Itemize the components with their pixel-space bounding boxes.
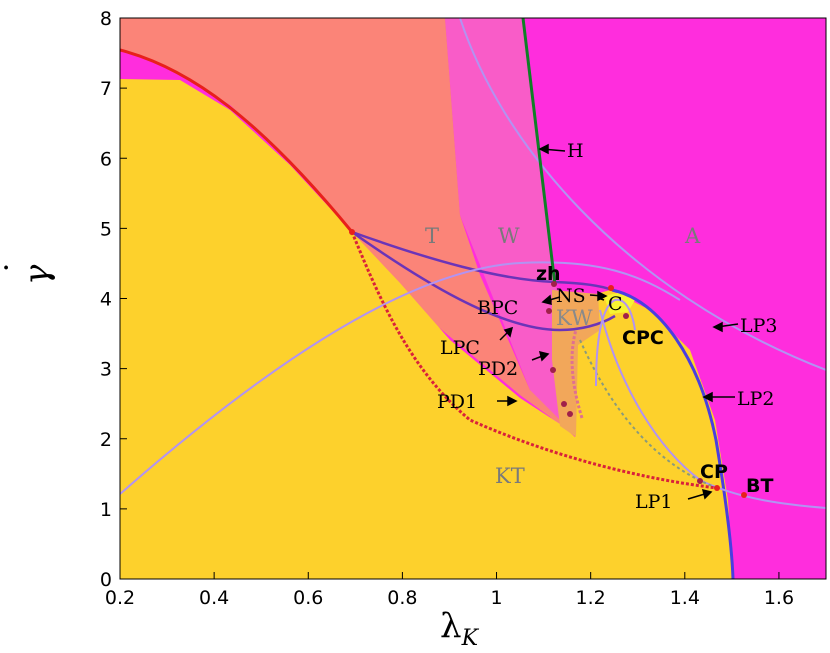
region-label-t: T — [425, 224, 439, 248]
point-label-cpc: CPC — [622, 327, 664, 349]
lp-rising-curve — [120, 261, 681, 495]
point-label-cp: CP — [700, 461, 728, 483]
marker-pd2c — [567, 411, 573, 417]
region-label-w: W — [498, 224, 520, 248]
y-axis-label-dot: ˙ — [0, 259, 39, 276]
h-curve — [521, 18, 557, 286]
y-axis: 0 1 2 3 4 5 6 7 8 — [100, 8, 127, 591]
upper-boundary-curve — [120, 48, 354, 233]
x-tick-label-7: 1.6 — [764, 587, 794, 609]
marker-cpc — [623, 313, 629, 319]
region-label-a: A — [684, 224, 701, 248]
curve-label-lp1: LP1 — [635, 491, 673, 513]
y-tick-label-7: 7 — [100, 78, 112, 100]
marker-ns — [608, 285, 614, 291]
point-label-zh: zh — [536, 263, 561, 285]
lp1-curve — [599, 309, 826, 509]
y-tick-label-4: 4 — [100, 289, 112, 311]
curve-label-ns: NS — [556, 285, 586, 307]
y-tick-label-3: 3 — [100, 359, 112, 381]
region-label-kt: KT — [495, 464, 525, 488]
curve-label-lp3: LP3 — [740, 315, 778, 337]
marker-zh — [551, 281, 557, 287]
region-label-kw: KW — [556, 306, 593, 330]
pd2-curve — [570, 329, 584, 419]
curve-label-c: C — [608, 293, 623, 315]
pd1-curve — [350, 231, 718, 490]
marker-pd2b — [561, 401, 567, 407]
lp3-curve — [459, 18, 826, 371]
marker-upper — [349, 229, 355, 235]
curve-label-h: H — [567, 140, 584, 162]
marker-cp — [697, 478, 703, 484]
region-w — [445, 18, 580, 430]
curve-label-lpc: LPC — [440, 337, 480, 359]
x-axis-label-sub: K — [461, 626, 480, 651]
y-tick-label-8: 8 — [100, 8, 112, 30]
marker-pd2a — [550, 367, 556, 373]
arrows — [497, 143, 739, 500]
marker-lp1 — [714, 485, 720, 491]
x-tick-label-3: 0.8 — [387, 587, 417, 609]
x-tick-label-4: 1 — [490, 587, 502, 609]
curve-label-lp2: LP2 — [737, 388, 775, 410]
lp2-curve — [611, 288, 735, 579]
y-tick-label-0: 0 — [100, 569, 112, 591]
y-tick-label-6: 6 — [100, 148, 112, 170]
x-tick-label-0: 0.2 — [105, 587, 135, 609]
x-tick-label-2: 0.6 — [293, 587, 323, 609]
x-tick-label-5: 1.2 — [576, 587, 606, 609]
lpc-curve — [351, 230, 616, 332]
y-tick-label-2: 2 — [100, 429, 112, 451]
x-tick-label-1: 0.4 — [199, 587, 229, 609]
x-axis: 0.2 0.4 0.6 0.8 1 1.2 1.4 1.6 — [105, 572, 794, 609]
x-axis-label-main: λ — [440, 606, 462, 646]
x-axis-label: λK — [440, 606, 480, 651]
cusp-curve — [595, 298, 636, 387]
curve-label-pd2: PD2 — [478, 358, 518, 380]
y-tick-label-5: 5 — [100, 218, 112, 240]
region-c — [604, 292, 635, 314]
x-tick-label-6: 1.4 — [670, 587, 700, 609]
plot-area: T W A KW KT H NS C BPC LPC PD2 PD1 LP3 L… — [120, 18, 826, 579]
marker-bpc2 — [546, 308, 552, 314]
y-tick-label-1: 1 — [100, 499, 112, 521]
lpc-upper-curve — [351, 230, 613, 292]
curve-label-pd1: PD1 — [437, 391, 477, 413]
region-kt — [120, 79, 733, 579]
marker-bt — [741, 492, 747, 498]
curve-label-bpc: BPC — [477, 297, 518, 319]
y-axis-label: γ — [17, 264, 57, 285]
point-label-bt: BT — [746, 475, 773, 497]
